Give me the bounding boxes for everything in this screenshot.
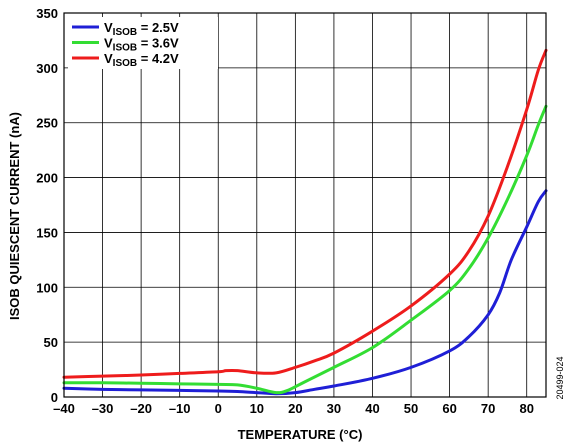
y-tick-label: 200 (36, 171, 58, 186)
y-tick-label: 300 (36, 61, 58, 76)
x-tick-label: 70 (481, 401, 495, 416)
x-tick-labels: –40 –30 –20 –10 0 10 20 30 40 50 60 70 80 (53, 401, 534, 416)
y-tick-label: 50 (44, 335, 58, 350)
y-tick-label: 150 (36, 225, 58, 240)
series-line-1 (62, 189, 548, 396)
x-tick-label: 50 (404, 401, 418, 416)
legend-label: VISOB = 3.6V (104, 36, 179, 54)
figure-id: 20499-024 (555, 356, 565, 399)
series-line-3 (62, 48, 548, 379)
x-tick-label: 0 (215, 401, 222, 416)
x-tick-label: 10 (250, 401, 264, 416)
x-tick-label: 30 (327, 401, 341, 416)
x-tick-label: –40 (53, 401, 75, 416)
y-tick-label: 100 (36, 280, 58, 295)
x-axis-label: TEMPERATURE (°C) (238, 427, 363, 442)
series-lines (62, 48, 548, 396)
series-line-2 (62, 104, 548, 395)
legend-label: VISOB = 2.5V (104, 20, 179, 38)
y-tick-label: 0 (51, 390, 58, 405)
x-tick-label: 20 (288, 401, 302, 416)
y-tick-label: 350 (36, 6, 58, 21)
x-tick-label: 40 (365, 401, 379, 416)
x-tick-label: –30 (92, 401, 114, 416)
y-tick-label: 250 (36, 116, 58, 131)
plot-frame (63, 12, 547, 398)
grid (63, 12, 546, 398)
legend-label: VISOB = 4.2V (104, 51, 179, 69)
y-tick-labels: 0 50 100 150 200 250 300 350 (36, 6, 58, 405)
x-tick-label: 80 (519, 401, 533, 416)
x-tick-label: –10 (169, 401, 191, 416)
y-axis-label: ISOB QUIESCENT CURRENT (nA) (7, 112, 22, 320)
x-tick-label: –20 (130, 401, 152, 416)
x-tick-label: 60 (442, 401, 456, 416)
